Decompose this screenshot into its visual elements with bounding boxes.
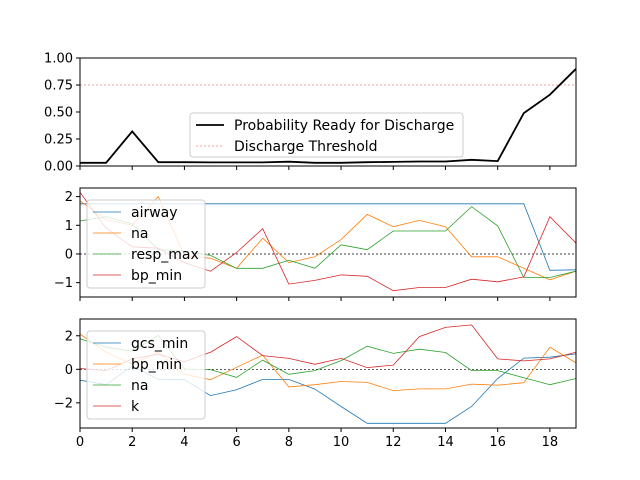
plot-area bbox=[80, 68, 576, 164]
y-tick-label: 1 bbox=[65, 219, 73, 234]
axes-frame bbox=[79, 318, 577, 429]
x-tick-label: 8 bbox=[285, 435, 293, 450]
legend-label: bp_min bbox=[131, 357, 182, 373]
x-tick-label: 4 bbox=[180, 435, 188, 450]
legend-label: airway bbox=[131, 205, 178, 221]
legend-label: na bbox=[131, 378, 148, 394]
legend-label: k bbox=[131, 399, 140, 415]
chart-panels: 0.00 0.25 0.50 0.75 1.00 Probability Ready fo… bbox=[44, 52, 577, 450]
x-tick-label: 12 bbox=[385, 435, 402, 450]
y-tick-label: 0 bbox=[65, 247, 73, 262]
legend-label: Discharge Threshold bbox=[234, 139, 378, 155]
panel-2: −1 0 1 2 airway na resp_max bp_min bbox=[54, 187, 577, 301]
legend-box bbox=[86, 330, 206, 420]
legend-label: gcs_min bbox=[131, 336, 188, 352]
legend-label: bp_min bbox=[131, 268, 182, 284]
y-tick-label: 0 bbox=[65, 363, 73, 378]
x-tick-label: 16 bbox=[489, 435, 506, 450]
y-tick-label: −1 bbox=[54, 276, 73, 291]
legend-label: Probability Ready for Discharge bbox=[234, 118, 454, 134]
y-tick-label: 2 bbox=[65, 329, 73, 344]
legend-box bbox=[189, 112, 464, 158]
y-tick-label: 0.25 bbox=[44, 133, 73, 148]
x-tick-label: 10 bbox=[333, 435, 350, 450]
y-tick-label: 0.50 bbox=[44, 106, 73, 121]
x-tick-label: 14 bbox=[437, 435, 454, 450]
axes-frame bbox=[79, 187, 577, 298]
legend-box bbox=[86, 199, 206, 289]
panel-1: 0.00 0.25 0.50 0.75 1.00 Probability Ready fo… bbox=[44, 52, 577, 175]
y-tick-label: 1.00 bbox=[44, 52, 73, 67]
y-tick-label: −2 bbox=[54, 396, 73, 411]
x-tick-label: 0 bbox=[76, 435, 84, 450]
y-tick-label: 0.75 bbox=[44, 79, 73, 94]
legend-label: na bbox=[131, 226, 148, 242]
x-tick-label: 2 bbox=[128, 435, 136, 450]
x-tick-label: 18 bbox=[542, 435, 559, 450]
y-tick-label: 2 bbox=[65, 190, 73, 205]
x-tick-label: 6 bbox=[232, 435, 240, 450]
series-line-Probability Ready for Discharge bbox=[80, 68, 576, 164]
y-tick-label: 0.00 bbox=[44, 160, 73, 175]
legend-label: resp_max bbox=[131, 247, 199, 263]
